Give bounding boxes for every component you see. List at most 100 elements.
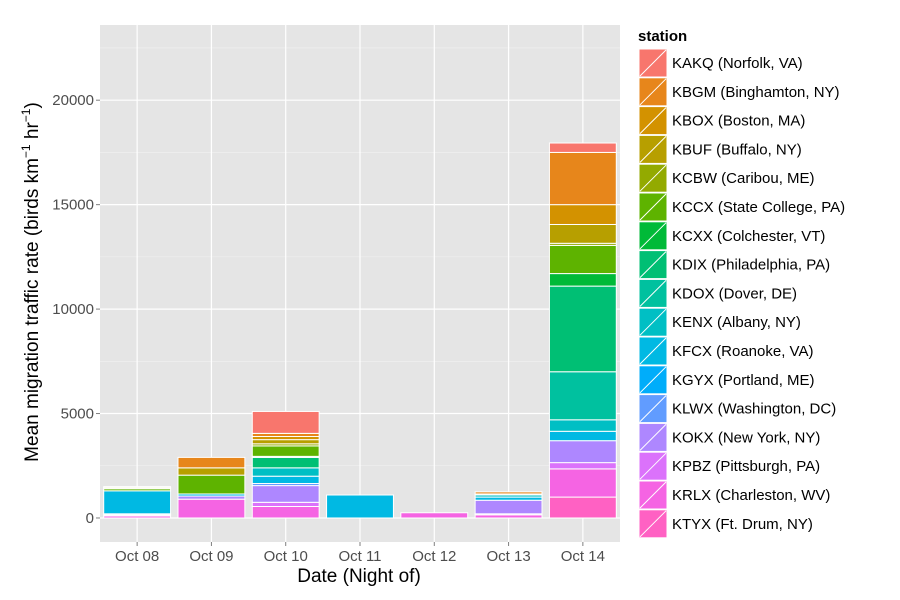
legend-label: KENX (Albany, NY) (672, 314, 801, 331)
legend-label: KTYX (Ft. Drum, NY) (672, 516, 813, 533)
legend-item: KFCX (Roanoke, VA) (638, 336, 813, 366)
legend-key-slash (639, 136, 667, 163)
legend-item: KGYX (Portland, ME) (638, 365, 815, 395)
bar-segment (548, 204, 617, 225)
x-tick-label: Oct 14 (561, 548, 605, 565)
y-axis-title-part1: Mean migration traffic rate (birds km (22, 158, 43, 462)
legend-key-slash (639, 49, 667, 77)
legend-title: station (638, 28, 687, 45)
legend-key-slash (639, 452, 667, 480)
legend-label: KBGM (Binghamton, NY) (672, 84, 840, 101)
legend-key-slash (639, 222, 667, 250)
legend-key-slash (639, 280, 667, 307)
bar-segment (251, 501, 320, 507)
bar-segment (251, 445, 320, 457)
bar-segment (177, 474, 246, 495)
y-tick-label: 0 (86, 510, 94, 527)
x-axis: Oct 08 Oct 09 Oct 10 Oct 11 Oct 12 Oct 13 Oct … (115, 542, 605, 565)
bar-segment (177, 498, 246, 519)
x-tick-label: Oct 08 (115, 548, 159, 565)
bar-segment (251, 456, 320, 469)
bar-segment (548, 440, 617, 464)
legend-label: KRLX (Charleston, WV) (672, 487, 830, 504)
bar-segment (326, 494, 394, 519)
legend-item: KRLX (Charleston, WV) (638, 480, 830, 510)
legend-item: KDIX (Philadelphia, PA) (638, 250, 830, 280)
legend-item: KAKQ (Norfolk, VA) (638, 48, 803, 78)
legend-label: KBUF (Buffalo, NY) (672, 141, 802, 158)
legend: KAKQ (Norfolk, VA) KBGM (Binghamton, NY) K… (638, 48, 845, 539)
legend-item: KBGM (Binghamton, NY) (638, 77, 840, 107)
bar-segment (548, 285, 617, 373)
bar-segment (548, 468, 617, 498)
x-tick-label: Oct 11 (338, 548, 381, 565)
bar-segment (548, 223, 617, 244)
y-tick-label: 10000 (52, 301, 94, 318)
legend-key-slash (639, 164, 667, 192)
bar-segment (548, 371, 617, 421)
y-axis-title-sup1: −1 (19, 144, 33, 158)
legend-key-slash (639, 510, 667, 538)
bar-segment (548, 273, 617, 287)
legend-label: KAKQ (Norfolk, VA) (672, 55, 803, 72)
x-tick-label: Oct 13 (486, 548, 530, 565)
legend-key-slash (639, 193, 667, 221)
legend-item: KTYX (Ft. Drum, NY) (638, 509, 813, 539)
y-tick-label: 15000 (52, 197, 94, 214)
legend-item: KCBW (Caribou, ME) (638, 163, 815, 193)
legend-label: KLWX (Washington, DC) (672, 401, 836, 418)
bar-segment (251, 475, 320, 485)
bar-segment (251, 467, 320, 477)
x-tick-label: Oct 12 (412, 548, 456, 565)
legend-label: KFCX (Roanoke, VA) (672, 343, 813, 360)
legend-item: KPBZ (Pittsburgh, PA) (638, 451, 820, 481)
legend-label: KCCX (State College, PA) (672, 199, 845, 216)
bar-segment (474, 491, 543, 495)
bar-segment (103, 490, 172, 515)
bar-segment (251, 410, 320, 434)
legend-label: KDOX (Dover, DE) (672, 285, 797, 302)
bar-segment (251, 505, 320, 519)
legend-key-slash (639, 107, 667, 134)
legend-label: KBOX (Boston, MA) (672, 113, 805, 130)
bar-segment (177, 456, 246, 469)
legend-item: KBUF (Buffalo, NY) (638, 134, 802, 164)
legend-item: KENX (Albany, NY) (638, 307, 801, 337)
bar-segment (177, 467, 246, 476)
bar-segment (474, 499, 543, 515)
legend-key-slash (639, 78, 667, 106)
legend-label: KCBW (Caribou, ME) (672, 170, 815, 187)
legend-key-slash (639, 251, 667, 278)
x-tick-label: Oct 09 (189, 548, 233, 565)
y-axis-title: Mean migration traffic rate (birds km−1 … (19, 102, 43, 462)
bar-segment (548, 496, 617, 519)
bar-segment (103, 486, 172, 489)
legend-item: KOKX (New York, NY) (638, 422, 820, 452)
legend-key-slash (639, 337, 667, 365)
y-tick-label: 20000 (52, 92, 94, 109)
legend-item: KLWX (Washington, DC) (638, 394, 836, 424)
x-tick-label: Oct 10 (264, 548, 308, 565)
legend-label: KGYX (Portland, ME) (672, 372, 815, 389)
bar-segment (548, 151, 617, 206)
y-tick-label: 5000 (61, 406, 94, 423)
bar-segment (548, 462, 617, 470)
legend-label: KPBZ (Pittsburgh, PA) (672, 458, 820, 475)
bar-segment (251, 439, 320, 445)
legend-item: KDOX (Dover, DE) (638, 278, 797, 308)
legend-label: KOKX (New York, NY) (672, 429, 820, 446)
bar-segment (251, 485, 320, 503)
legend-key-slash (639, 481, 667, 509)
legend-key-slash (639, 366, 667, 394)
y-axis: 0 5000 10000 15000 20000 (52, 92, 100, 527)
legend-key-slash (639, 308, 667, 336)
y-axis-title-sup2: −1 (19, 108, 33, 122)
legend-item: KCXX (Colchester, VT) (638, 221, 825, 251)
legend-label: KDIX (Philadelphia, PA) (672, 257, 830, 274)
legend-item: KBOX (Boston, MA) (638, 106, 805, 136)
legend-key-slash (639, 395, 667, 422)
y-axis-title-part3: ) (22, 102, 43, 108)
bar-segment (548, 142, 617, 153)
bar-segment (548, 430, 617, 442)
